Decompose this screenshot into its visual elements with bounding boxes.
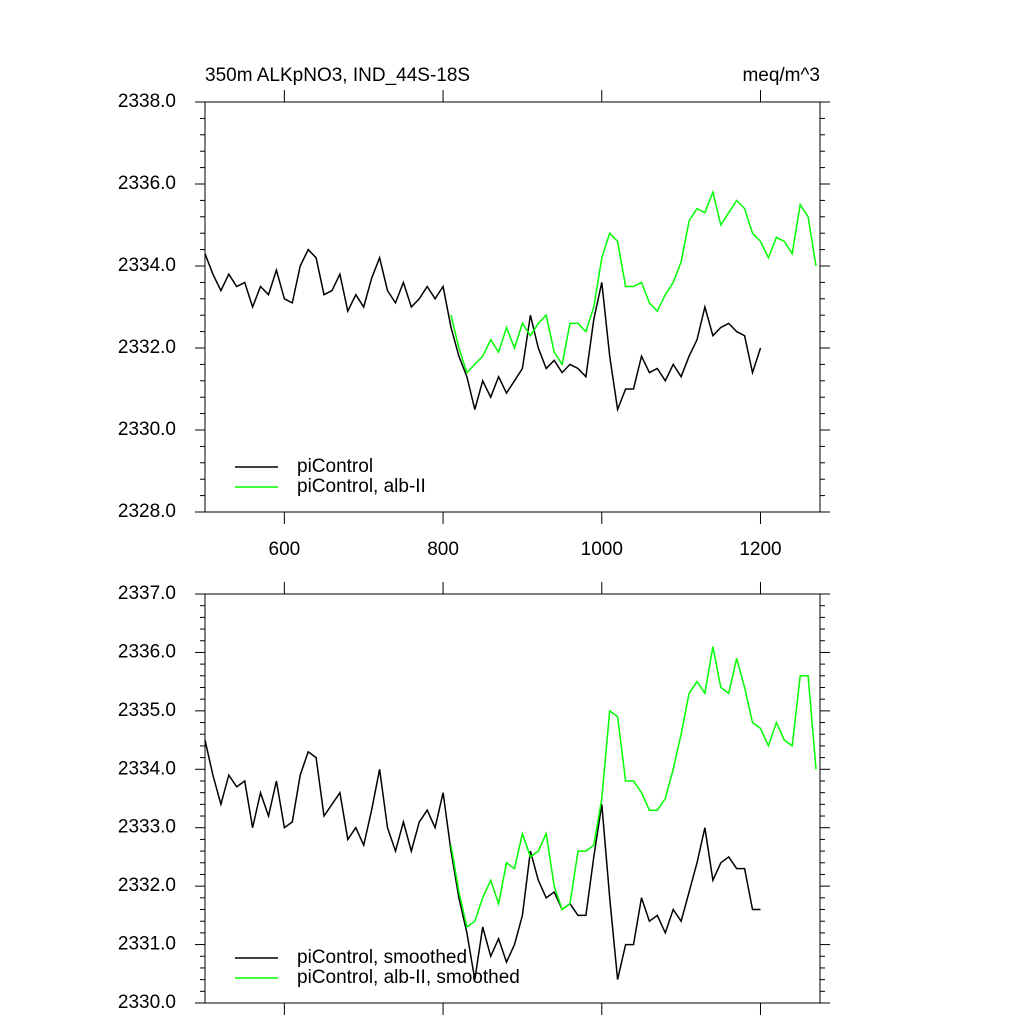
y-tick-label: 2337.0	[118, 583, 176, 604]
data-line	[450, 189, 817, 375]
y-tick-label: 2333.0	[118, 817, 176, 838]
plot-frame	[204, 593, 821, 1004]
plot-frame	[204, 101, 821, 513]
y-tick-label: 2336.0	[118, 641, 176, 662]
y-tick-label: 2335.0	[118, 700, 176, 721]
x-tick-label: 600	[269, 539, 301, 560]
y-tick-label: 2332.0	[118, 875, 176, 896]
x-tick-label: 800	[427, 539, 459, 560]
y-tick-label: 2334.0	[118, 758, 176, 779]
y-tick-label: 2336.0	[118, 173, 176, 194]
y-tick-label: 2328.0	[118, 501, 176, 522]
legend-label: piControl, alb-II	[297, 476, 426, 497]
units-label: meq/m^3	[742, 65, 820, 86]
data-line	[450, 646, 817, 929]
y-tick-label: 2330.0	[118, 419, 176, 440]
data-line	[204, 739, 761, 980]
y-tick-label: 2330.0	[118, 992, 176, 1013]
x-tick-label: 1200	[739, 539, 781, 560]
data-line	[204, 248, 762, 413]
chart-title: 350m ALKpNO3, IND_44S-18S	[205, 65, 470, 86]
legend-label: piControl, alb-II, smoothed	[297, 967, 520, 988]
y-tick-label: 2331.0	[118, 934, 176, 955]
y-tick-label: 2338.0	[118, 91, 176, 112]
legend-label: piControl	[297, 456, 373, 477]
y-tick-label: 2334.0	[118, 255, 176, 276]
y-tick-label: 2332.0	[118, 337, 176, 358]
x-tick-label: 1000	[581, 539, 623, 560]
legend-label: piControl, smoothed	[297, 947, 467, 968]
